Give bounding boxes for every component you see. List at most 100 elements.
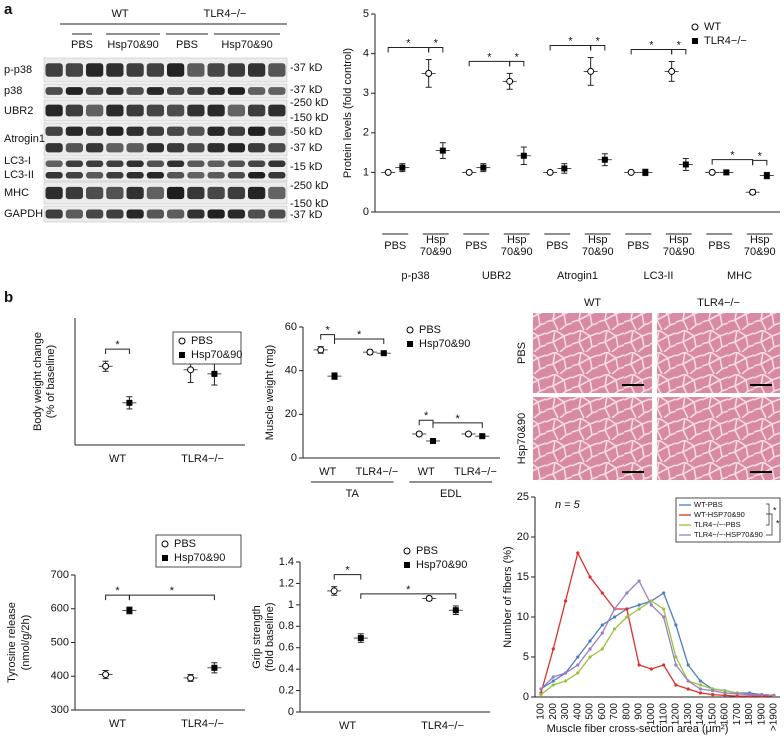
blot-band <box>248 63 266 77</box>
panel-label: b <box>4 289 13 306</box>
blot-band <box>248 160 266 167</box>
blot-band <box>207 160 225 167</box>
blot-band <box>187 209 205 219</box>
blot-band <box>45 172 63 179</box>
significance-label: * <box>115 585 120 597</box>
blot-band <box>65 104 83 117</box>
y-axis-label: (% of baseline) <box>45 345 57 418</box>
x-tick-label: 1200 <box>671 703 682 726</box>
data-point <box>600 631 604 635</box>
data-point <box>430 437 437 444</box>
data-point <box>588 575 592 579</box>
significance-bracket <box>128 594 215 601</box>
data-point <box>682 161 689 168</box>
y-tick-label: 40 <box>285 365 297 377</box>
data-point <box>465 168 473 176</box>
blot-band <box>268 160 286 167</box>
blot-band <box>167 104 185 117</box>
y-tick-label: 1.4 <box>279 556 294 568</box>
data-point <box>686 687 690 691</box>
blot-band <box>227 104 245 117</box>
y-tick-label: 500 <box>51 636 69 648</box>
data-point <box>600 591 604 595</box>
blot-band <box>248 126 266 136</box>
blot-strip <box>43 205 288 223</box>
data-point <box>723 691 727 695</box>
data-point <box>649 603 653 607</box>
data-point <box>576 671 580 675</box>
x-tick-label: 700 <box>609 703 620 720</box>
significance-bracket <box>360 593 457 599</box>
legend-label: Hsp70&90 <box>191 349 242 361</box>
blot-band <box>86 63 104 77</box>
data-point <box>506 77 514 85</box>
y-tick-label: 0 <box>288 706 294 718</box>
significance-label: * <box>776 518 780 528</box>
category-label: 70&90 <box>582 246 614 258</box>
data-point <box>612 627 617 631</box>
data-point <box>480 164 487 171</box>
blot-row-label: GAPDH <box>4 208 43 220</box>
significance-bracket <box>333 574 362 580</box>
series-line <box>540 592 775 697</box>
blot-band <box>146 186 164 200</box>
significance-label: * <box>773 505 777 515</box>
data-point <box>637 663 641 667</box>
blot-band <box>187 104 205 117</box>
significance-label: * <box>596 35 601 47</box>
significance-label: * <box>115 339 120 351</box>
blot-strip <box>43 83 288 99</box>
data-point <box>211 664 218 671</box>
category-label: WT <box>109 453 126 465</box>
data-point <box>126 607 133 614</box>
blot-band <box>187 160 205 167</box>
data-point <box>452 607 459 614</box>
data-point <box>642 169 649 176</box>
significance-label: * <box>406 37 411 49</box>
y-tick-label: 5 <box>523 651 529 663</box>
kd-marker: -15 kD <box>290 161 322 173</box>
data-point <box>187 674 195 682</box>
data-point <box>711 689 715 693</box>
data-point <box>576 663 580 667</box>
y-tick-label: 10 <box>517 611 529 623</box>
blot-band <box>65 209 83 219</box>
category-label: TLR4−/− <box>181 453 224 465</box>
blot-band <box>187 126 205 136</box>
y-axis-label: (fold baseline) <box>264 602 276 671</box>
y-tick-label: 1.2 <box>279 577 294 589</box>
data-point <box>698 683 703 687</box>
column-label: WT <box>584 297 601 309</box>
blot-row-label: UBR2 <box>4 105 33 117</box>
data-point <box>546 168 554 176</box>
annotation: n = 5 <box>555 499 581 511</box>
significance-bracket <box>432 422 483 428</box>
blot-band <box>167 126 185 136</box>
x-tick-label: 500 <box>585 703 596 720</box>
category-label: WT <box>339 720 356 732</box>
x-tick-label: 1800 <box>744 703 755 726</box>
series-line <box>540 600 775 697</box>
blot-band <box>268 186 286 200</box>
significance-label: * <box>515 51 520 63</box>
treatment-label: Hsp70&90 <box>107 39 158 51</box>
x-tick-label: 1700 <box>732 703 743 726</box>
data-point <box>698 691 703 695</box>
x-tick-label: 1100 <box>658 703 669 725</box>
y-tick-label: 1 <box>363 166 369 178</box>
data-point <box>126 399 133 406</box>
genotype-label: TLR4−/− <box>204 8 247 20</box>
blot-band <box>268 143 286 153</box>
data-point <box>772 693 776 698</box>
data-point <box>612 615 617 619</box>
legend-marker <box>178 337 186 345</box>
blot-band <box>268 63 286 77</box>
legend-label: PBS <box>416 545 438 557</box>
blot-band <box>167 87 185 95</box>
data-point <box>649 667 653 671</box>
blot-band <box>167 63 185 77</box>
data-point <box>588 655 592 659</box>
blot-band <box>207 63 225 77</box>
data-point <box>539 687 543 691</box>
data-point <box>576 655 580 659</box>
